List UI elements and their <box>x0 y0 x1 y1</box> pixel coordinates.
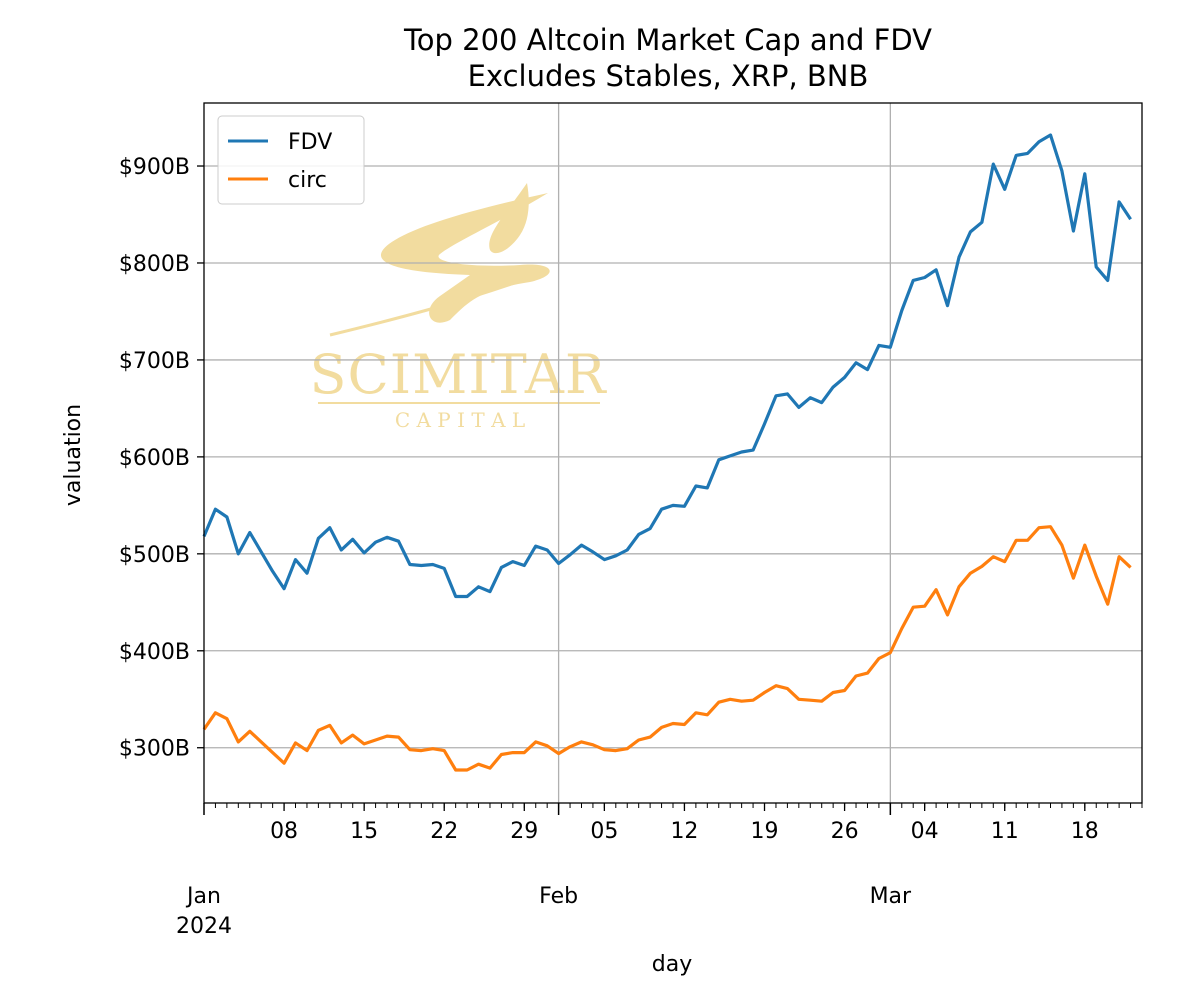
y-axis: $300B $400B $500B $600B $700B $800B $900B <box>119 155 204 762</box>
chart-title: Top 200 Altcoin Market Cap and FDV <box>403 23 932 57</box>
chart-subtitle: Excludes Stables, XRP, BNB <box>468 59 869 93</box>
scimitar-tail-icon <box>329 270 546 337</box>
x-month-label: Jan <box>185 884 221 909</box>
grid <box>204 103 1142 803</box>
x-month-label: Mar <box>870 884 912 909</box>
x-tick-label: 19 <box>751 819 779 844</box>
y-tick-label: $700B <box>119 349 190 374</box>
watermark-name: SCIMITAR <box>310 343 607 406</box>
series-group <box>202 133 1132 772</box>
x-tick-label: 22 <box>430 819 458 844</box>
x-tick-label: 18 <box>1071 819 1099 844</box>
y-tick-label: $400B <box>119 640 190 665</box>
y-axis-label: valuation <box>61 404 86 506</box>
x-tick-label: 08 <box>270 819 298 844</box>
x-tick-label: 12 <box>670 819 698 844</box>
series-line-fdv <box>202 133 1132 599</box>
x-tick-label: 26 <box>831 819 859 844</box>
x-tick-label: 04 <box>911 819 939 844</box>
x-year-label: 2024 <box>176 914 232 939</box>
x-axis: 08 15 22 29 05 12 19 26 04 11 18 Jan Feb Mar 2024 <box>176 803 1143 939</box>
legend-label-fdv: FDV <box>288 130 332 155</box>
x-month-label: Feb <box>539 884 578 909</box>
legend-label-circ: circ <box>288 168 327 193</box>
y-tick-label: $500B <box>119 543 190 568</box>
plot-frame <box>203 102 1143 804</box>
legend-box <box>217 115 365 205</box>
legend: FDV circ <box>217 115 365 205</box>
x-tick-label: 15 <box>350 819 378 844</box>
x-axis-label: day <box>652 952 692 977</box>
scimitar-swoosh-icon <box>489 183 529 254</box>
y-tick-label: $600B <box>119 446 190 471</box>
x-tick-label: 05 <box>590 819 618 844</box>
x-tick-label: 29 <box>510 819 538 844</box>
watermark-logo: SCIMITAR C A P I T A L <box>310 183 607 432</box>
x-tick-label: 11 <box>991 819 1019 844</box>
series-line-circ <box>202 525 1132 772</box>
scimitar-blade-icon <box>380 193 550 323</box>
watermark-sub: C A P I T A L <box>395 408 525 432</box>
y-tick-label: $800B <box>119 252 190 277</box>
y-tick-label: $300B <box>119 737 190 762</box>
y-tick-label: $900B <box>119 155 190 180</box>
